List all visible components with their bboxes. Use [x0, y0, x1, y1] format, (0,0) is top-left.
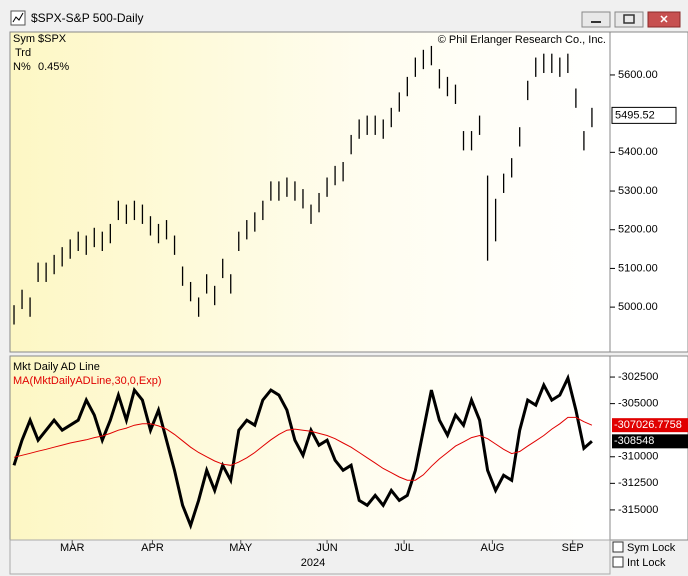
- y-tick-label: 5200.00: [618, 224, 658, 236]
- last-value-box: [612, 418, 688, 433]
- close-button[interactable]: [647, 11, 681, 28]
- y-tick-label: -312500: [618, 477, 658, 489]
- maximize-button[interactable]: [614, 11, 644, 28]
- y-tick-label: 5100.00: [618, 262, 658, 274]
- x-tick-label: APR: [141, 542, 164, 554]
- y-tick-label: 5000.00: [618, 301, 658, 313]
- y-tick-label: 5600.00: [618, 69, 658, 81]
- series-line: [13, 416, 593, 481]
- sym-label: Sym: [13, 33, 35, 45]
- price-panel: [9, 31, 611, 353]
- minimize-button[interactable]: [581, 11, 611, 28]
- x-tick-label: AUG: [480, 542, 504, 554]
- n-value: 0.45%: [38, 61, 69, 73]
- copyright: © Phil Erlanger Research Co., Inc.: [438, 34, 606, 46]
- close-icon: ✕: [659, 14, 668, 26]
- int-lock-checkbox[interactable]: [612, 556, 624, 568]
- sym-lock-label: Sym Lock: [627, 542, 676, 554]
- y-tick-label: -310000: [618, 451, 658, 463]
- maximize-icon: [623, 14, 635, 24]
- time-axis: [9, 539, 611, 575]
- app-icon: [10, 10, 26, 26]
- app-icon-glyph: [12, 12, 24, 23]
- title-bar: [0, 0, 688, 30]
- price-axis: [609, 31, 688, 353]
- y-tick-label: -315000: [618, 504, 658, 516]
- x-tick-label: MAY: [229, 542, 253, 554]
- last-value-label: -308548: [614, 435, 654, 447]
- x-tick-label: JUN: [316, 542, 337, 554]
- y-tick-label: 5300.00: [618, 185, 658, 197]
- y-tick-label: 5400.00: [618, 146, 658, 158]
- sym-lock-checkbox[interactable]: [612, 541, 624, 553]
- legend-entry: MA(MktDailyADLine,30,0,Exp): [13, 375, 162, 387]
- sym-value: $SPX: [38, 33, 67, 45]
- window-title: $SPX-S&P 500-Daily: [31, 11, 144, 25]
- last-value-box: [612, 434, 688, 449]
- x-tick-label: MAR: [60, 542, 85, 554]
- y-tick-label: -302500: [618, 371, 658, 383]
- int-lock-label: Int Lock: [627, 557, 666, 569]
- last-value-label: -307026.7758: [614, 419, 682, 431]
- legend-entry: Mkt Daily AD Line: [13, 361, 100, 373]
- x-tick-label: JUL: [394, 542, 414, 554]
- last-price-box: [611, 106, 677, 124]
- x-axis-label: 2024: [301, 557, 325, 569]
- n-label: N%: [13, 61, 31, 73]
- y-tick-label: -305000: [618, 398, 658, 410]
- last-price-label: 5495.52: [615, 109, 655, 121]
- x-tick-label: SEP: [562, 542, 584, 554]
- series-line: [12, 373, 593, 530]
- trd-label: Trd: [15, 47, 31, 59]
